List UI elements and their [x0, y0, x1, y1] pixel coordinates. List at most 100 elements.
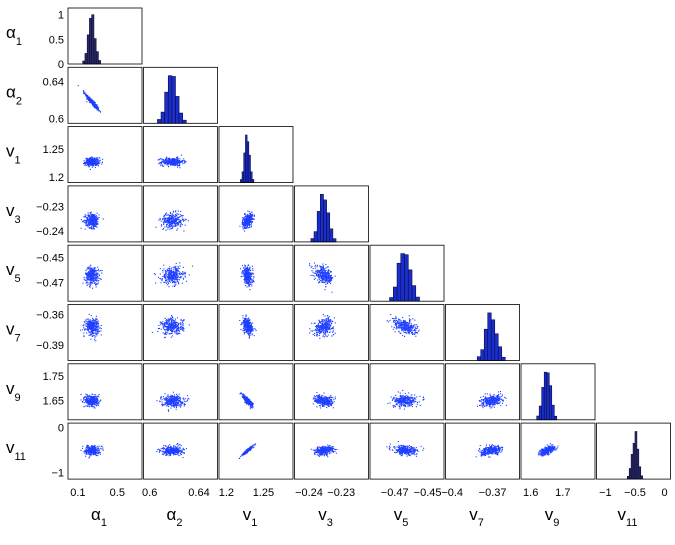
- scatter-point: [167, 162, 169, 164]
- scatter-point: [406, 325, 408, 327]
- scatter-point: [395, 328, 397, 330]
- scatter-point: [179, 274, 181, 276]
- scatter-point: [318, 275, 320, 277]
- scatter-point: [167, 161, 169, 163]
- scatter-point: [173, 326, 175, 328]
- scatter-point: [407, 330, 409, 332]
- scatter-point: [95, 324, 97, 326]
- scatter-point: [243, 279, 245, 281]
- scatter-point: [182, 215, 184, 217]
- scatter-point: [89, 279, 91, 281]
- scatter-point: [411, 331, 413, 333]
- scatter-point: [411, 327, 413, 329]
- scatter-point: [176, 215, 178, 217]
- scatter-point: [249, 326, 251, 328]
- scatter-point: [85, 400, 87, 402]
- scatter-point: [88, 96, 90, 98]
- scatter-point: [89, 285, 91, 287]
- scatter-point: [328, 324, 330, 326]
- scatter-point: [172, 282, 174, 284]
- scatter-point: [161, 279, 163, 281]
- scatter-point: [89, 326, 91, 328]
- scatter-point: [89, 99, 91, 101]
- scatter-point: [97, 107, 99, 109]
- scatter-point: [161, 164, 163, 166]
- scatter-point: [248, 284, 250, 286]
- scatter-point: [395, 327, 397, 329]
- scatter-point: [173, 275, 175, 277]
- scatter-point: [250, 324, 252, 326]
- scatter-point: [245, 325, 247, 327]
- scatter-point: [100, 330, 102, 332]
- scatter-point: [332, 329, 334, 331]
- scatter-point: [83, 276, 85, 278]
- scatter-point: [246, 216, 248, 218]
- scatter-point: [165, 322, 167, 324]
- scatter-point: [177, 328, 179, 330]
- scatter-point: [172, 227, 174, 229]
- scatter-point: [172, 285, 174, 287]
- scatter-point: [169, 157, 171, 159]
- scatter-point: [248, 223, 250, 225]
- scatter-point: [330, 276, 332, 278]
- scatter-point: [90, 216, 92, 218]
- scatter-point: [168, 215, 170, 217]
- scatter-point: [252, 326, 254, 328]
- scatter-point: [324, 278, 326, 280]
- scatter-point: [406, 325, 408, 327]
- scatter-point: [179, 216, 181, 218]
- histogram-bar: [157, 119, 162, 124]
- scatter-point: [246, 280, 248, 282]
- scatter-point: [407, 330, 409, 332]
- scatter-point: [319, 266, 321, 268]
- scatter-point: [170, 325, 172, 327]
- scatter-point: [91, 215, 93, 217]
- scatter-point: [87, 96, 89, 98]
- scatter-point: [165, 275, 167, 277]
- scatter-point: [90, 221, 92, 223]
- scatter-point: [242, 224, 244, 226]
- scatter-point: [155, 226, 157, 228]
- scatter-point: [92, 161, 94, 163]
- scatter-point: [172, 159, 174, 161]
- scatter-point: [170, 327, 172, 329]
- scatter-point: [96, 105, 98, 107]
- scatter-point: [175, 222, 177, 224]
- scatter-point: [93, 322, 95, 324]
- scatter-point: [91, 325, 93, 327]
- scatter-point: [82, 90, 84, 92]
- scatter-point: [181, 274, 183, 276]
- scatter-point: [324, 333, 326, 335]
- scatter-point: [99, 327, 101, 329]
- scatter-point: [404, 322, 406, 324]
- scatter-point: [91, 213, 93, 215]
- scatter-point: [180, 318, 182, 320]
- scatter-point: [94, 321, 96, 323]
- scatter-point: [324, 281, 326, 283]
- scatter-point: [245, 331, 247, 333]
- scatter-point: [319, 277, 321, 279]
- scatter-point: [176, 157, 178, 159]
- scatter-point: [95, 157, 97, 159]
- panel-frame: [143, 126, 218, 183]
- scatter-point: [98, 280, 100, 282]
- scatter-point: [169, 276, 171, 278]
- scatter-point: [99, 278, 101, 280]
- scatter-point: [95, 335, 97, 337]
- scatter-point: [172, 215, 174, 217]
- scatter-point: [246, 322, 248, 324]
- scatter-point: [97, 165, 99, 167]
- scatter-point: [158, 162, 160, 164]
- scatter-point: [176, 159, 178, 161]
- scatter-point: [178, 221, 180, 223]
- scatter-point: [168, 277, 170, 279]
- scatter-point: [91, 331, 93, 333]
- scatter-point: [169, 226, 171, 228]
- scatter-point: [245, 224, 247, 226]
- scatter-point: [170, 222, 172, 224]
- scatter-point: [178, 223, 180, 225]
- scatter-point: [89, 270, 91, 272]
- scatter-point: [95, 333, 97, 335]
- scatter-point: [405, 326, 407, 328]
- scatter-point: [323, 328, 325, 330]
